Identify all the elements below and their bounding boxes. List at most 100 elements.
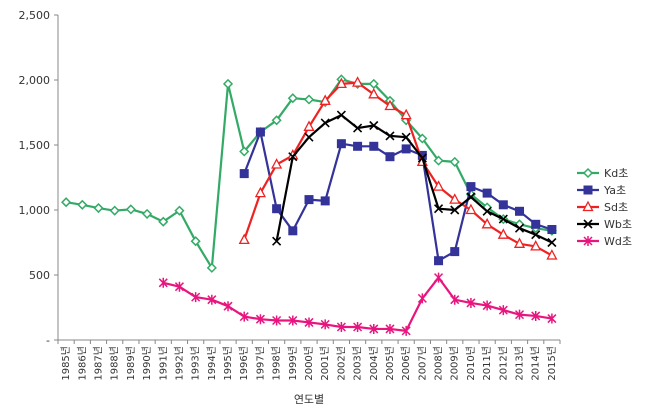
data-point — [142, 208, 153, 219]
data-point — [531, 230, 541, 240]
x-tick-label: 2008년 — [433, 346, 445, 381]
data-point — [498, 200, 508, 210]
data-point — [271, 115, 282, 126]
x-tick-label: 1986년 — [76, 346, 88, 381]
data-point — [272, 315, 282, 326]
x-tick-label: 2011년 — [481, 346, 493, 381]
series-4 — [158, 272, 557, 336]
legend-item: Wd초 — [577, 235, 632, 248]
legend-item: Ya초 — [577, 184, 626, 197]
data-point — [288, 152, 298, 162]
data-point — [320, 319, 330, 330]
legend-marker — [582, 167, 594, 179]
data-point — [466, 182, 476, 192]
legend-marker — [583, 236, 593, 246]
data-point — [222, 78, 234, 89]
legend-marker — [583, 185, 593, 195]
x-tick-label: 1993년 — [190, 346, 202, 381]
x-tick-label: 2007년 — [416, 346, 428, 381]
data-point — [158, 216, 169, 227]
data-point — [77, 199, 88, 210]
data-point — [482, 188, 492, 198]
data-point — [384, 99, 396, 111]
x-tick-label: 1987년 — [92, 346, 104, 381]
data-point — [272, 204, 282, 214]
data-point — [369, 120, 379, 131]
x-tick-label: 1990년 — [141, 346, 153, 381]
data-point — [497, 228, 509, 239]
data-point — [288, 315, 298, 326]
data-point — [385, 131, 395, 141]
y-tick-label: 2,000 — [19, 74, 51, 87]
legend-label: Wb초 — [604, 218, 632, 231]
data-point — [400, 108, 412, 120]
x-tick-label: 1996년 — [238, 346, 250, 381]
x-tick-label: 2012년 — [497, 346, 509, 381]
x-tick-label: 2009년 — [449, 346, 461, 381]
y-tick-label: - — [46, 334, 50, 347]
data-point — [304, 317, 314, 328]
data-point — [303, 94, 315, 105]
data-point — [465, 203, 477, 215]
x-tick-label: 2006년 — [400, 346, 412, 381]
x-axis: 1985년 1986년 1987년 1988년 1989년 1990년 1991년 1992년… — [57, 339, 561, 381]
series-0 — [61, 74, 557, 273]
data-point — [450, 294, 460, 305]
data-point — [515, 206, 525, 216]
data-point — [272, 236, 282, 246]
x-tick-label: 1992년 — [173, 346, 185, 381]
data-point — [254, 186, 266, 198]
x-tick-label: 2005년 — [384, 346, 396, 381]
data-point — [369, 323, 379, 334]
data-point — [466, 297, 476, 308]
data-point — [401, 325, 411, 336]
x-tick-label: 1985년 — [60, 346, 72, 381]
data-point — [353, 322, 363, 332]
data-point — [304, 132, 314, 142]
x-tick-label: 2003년 — [352, 346, 364, 381]
y-tick-label: 500 — [29, 269, 50, 282]
data-point — [303, 120, 315, 131]
data-point — [158, 277, 168, 288]
data-point — [547, 237, 557, 248]
x-tick-label: 2015년 — [546, 346, 558, 381]
series-2 — [238, 76, 558, 260]
data-point — [255, 127, 265, 137]
x-tick-label: 1991년 — [157, 346, 169, 381]
series-3 — [272, 110, 557, 248]
x-tick-label: 1999년 — [287, 346, 299, 381]
y-tick-label: 1,000 — [19, 204, 51, 217]
data-point — [466, 192, 476, 202]
data-point — [223, 301, 233, 312]
data-point — [206, 262, 217, 273]
data-point — [514, 223, 525, 233]
data-point — [432, 180, 445, 191]
data-point — [207, 294, 217, 305]
data-point — [239, 169, 249, 179]
x-tick-label: 1998년 — [271, 346, 283, 381]
data-point — [109, 205, 120, 216]
data-point — [353, 123, 363, 133]
x-tick-label: 1988년 — [109, 346, 121, 381]
data-point — [368, 78, 379, 89]
data-point — [61, 197, 72, 208]
y-tick-label: 1,500 — [19, 139, 51, 152]
legend-item: Kd초 — [577, 167, 628, 180]
data-point — [238, 233, 250, 245]
data-point — [433, 204, 444, 214]
x-tick-label: 2013년 — [514, 346, 526, 381]
data-point — [449, 193, 461, 204]
data-point — [450, 205, 460, 215]
series-layer — [61, 74, 558, 336]
data-point — [434, 272, 444, 283]
data-point — [320, 196, 330, 206]
series-line — [243, 81, 553, 257]
data-point — [255, 314, 265, 325]
legend-label: Wd초 — [604, 235, 632, 248]
data-point — [385, 323, 395, 334]
data-point — [191, 292, 201, 303]
series-line — [65, 78, 553, 269]
data-point — [174, 205, 185, 216]
legend-label: Ya초 — [603, 184, 626, 197]
data-point — [514, 309, 525, 320]
